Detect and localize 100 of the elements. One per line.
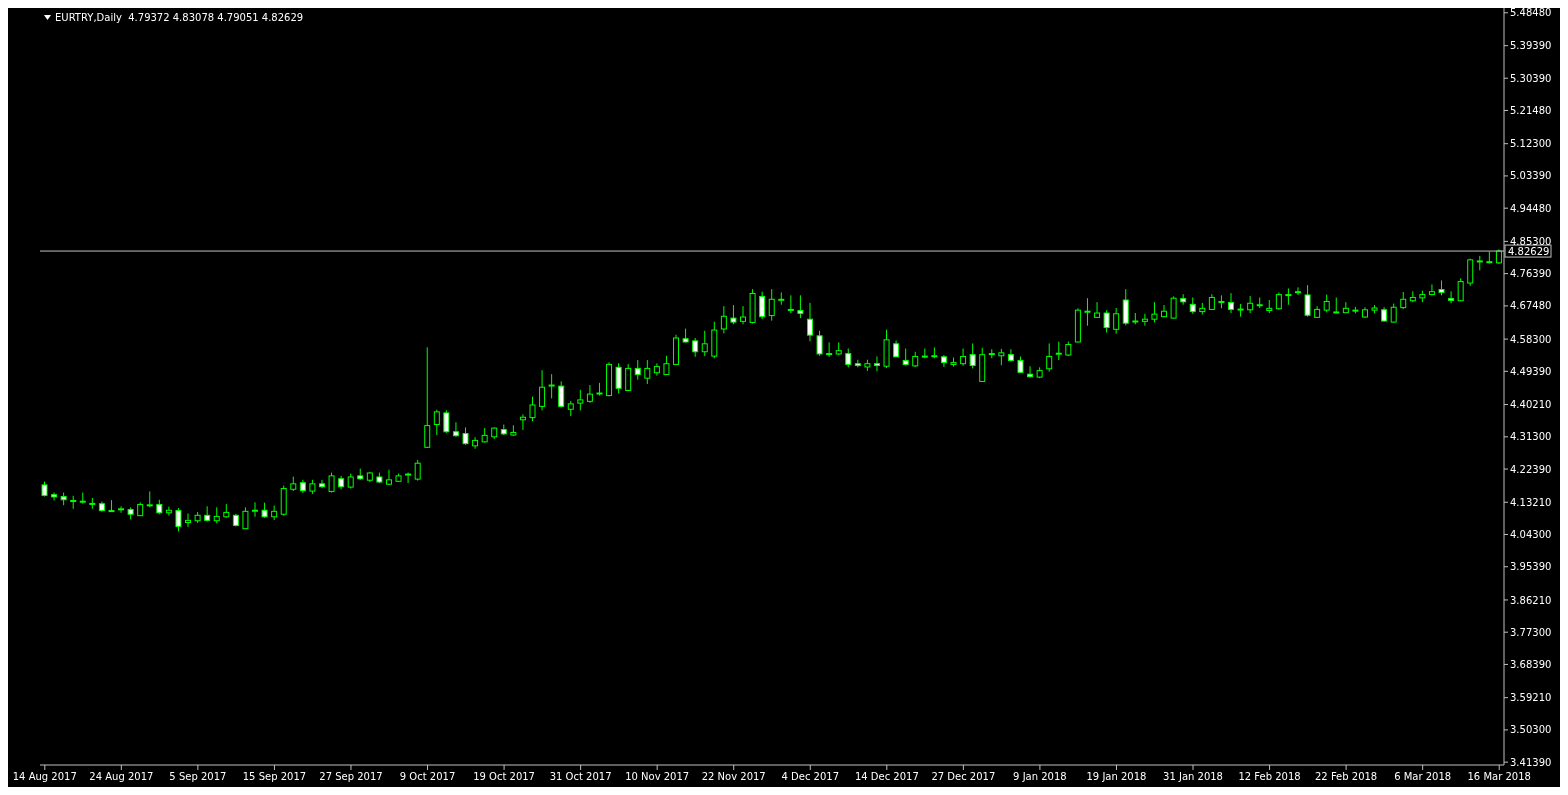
- candlestick: [318, 479, 325, 489]
- candlestick: [1094, 301, 1101, 319]
- candlestick: [615, 362, 622, 394]
- y-tick-label: 4.13210: [1510, 496, 1552, 508]
- candlestick: [1448, 290, 1455, 304]
- candlestick: [1161, 304, 1168, 318]
- candlestick: [328, 472, 335, 494]
- x-tick-label: 5 Sep 2017: [169, 771, 227, 782]
- candlestick: [720, 305, 727, 334]
- y-tick-label: 3.50300: [1510, 724, 1552, 736]
- candlestick: [740, 305, 747, 325]
- candlestick: [242, 506, 249, 530]
- y-tick-label: 4.76390: [1510, 268, 1552, 280]
- x-tick-label: 27 Dec 2017: [931, 771, 996, 782]
- candlestick: [778, 291, 785, 306]
- candlestick: [653, 362, 660, 377]
- y-tick-label: 3.86210: [1510, 594, 1552, 606]
- y-tick-label: 4.22390: [1510, 463, 1552, 475]
- y-tick-label: 4.58300: [1510, 333, 1552, 345]
- candlestick: [529, 396, 536, 422]
- candlestick: [1122, 288, 1129, 326]
- y-tick-label: 4.04300: [1510, 529, 1552, 541]
- y-tick-label: 3.95390: [1510, 561, 1552, 573]
- candlestick: [452, 421, 459, 438]
- candlestick: [539, 369, 546, 411]
- candlestick: [1285, 287, 1292, 306]
- candlestick: [1113, 307, 1120, 335]
- candlestick: [577, 389, 584, 411]
- x-tick-label: 22 Feb 2018: [1314, 771, 1378, 782]
- candlestick: [405, 472, 412, 484]
- candlestick: [806, 302, 813, 342]
- x-tick-label: 15 Sep 2017: [242, 771, 307, 782]
- candlestick: [548, 373, 555, 399]
- y-tick-label: 5.12300: [1510, 138, 1552, 150]
- y-tick-label: 4.49390: [1510, 365, 1552, 377]
- candlestick: [873, 355, 880, 372]
- candlestick: [1103, 309, 1110, 334]
- y-tick-label: 4.31300: [1510, 431, 1552, 443]
- candlestick: [1428, 283, 1435, 296]
- chart-title: EURTRY,Daily 4.79372 4.83078 4.79051 4.82629: [55, 12, 304, 23]
- y-tick-label: 5.03390: [1510, 170, 1552, 182]
- candlestick: [625, 363, 632, 391]
- candlestick: [816, 330, 823, 357]
- y-tick-label: 3.77300: [1510, 626, 1552, 638]
- x-tick-label: 31 Oct 2017: [549, 771, 612, 782]
- y-tick-label: 4.67480: [1510, 300, 1552, 312]
- y-tick-label: 3.59210: [1510, 692, 1552, 704]
- y-tick-label: 4.94480: [1510, 202, 1552, 214]
- y-tick-label: 5.48480: [1510, 7, 1552, 19]
- x-tick-label: 14 Dec 2017: [854, 771, 919, 782]
- candlestick: [443, 409, 450, 434]
- x-tick-label: 10 Nov 2017: [625, 771, 690, 782]
- candlestick: [1046, 342, 1053, 373]
- candlestick: [1027, 365, 1034, 378]
- candlestick: [797, 294, 804, 319]
- ref-line-label: 4.82629: [1508, 246, 1550, 258]
- candlestick: [1055, 341, 1062, 361]
- y-tick-label: 5.39390: [1510, 40, 1552, 52]
- candlestick: [634, 359, 641, 381]
- x-tick-label: 14 Aug 2017: [12, 771, 77, 782]
- y-tick-label: 4.85300: [1510, 235, 1552, 247]
- candlestick: [185, 513, 192, 528]
- candlestick: [663, 355, 670, 376]
- candlestick: [787, 294, 794, 314]
- x-tick-label: 12 Feb 2018: [1238, 771, 1301, 782]
- candlestick: [586, 384, 593, 404]
- x-tick-label: 22 Nov 2017: [701, 771, 766, 782]
- candlestick: [768, 288, 775, 322]
- candlestick: [414, 459, 421, 482]
- candlestick: [1247, 295, 1254, 314]
- candlestick: [1304, 284, 1311, 318]
- y-tick-label: 3.41390: [1510, 756, 1552, 768]
- candlestick: [1084, 297, 1091, 327]
- y-tick-label: 5.21480: [1510, 105, 1552, 117]
- candlestick: [969, 342, 976, 369]
- candlestick: [1007, 348, 1014, 363]
- candlestick: [1256, 296, 1263, 309]
- candlestick: [1467, 258, 1474, 287]
- candlestick: [433, 409, 440, 436]
- x-tick-label: 4 Dec 2017: [781, 771, 840, 782]
- candlestick: [845, 348, 852, 368]
- candlestick: [118, 505, 125, 514]
- candlestick: [826, 341, 833, 358]
- candlestick: [960, 348, 967, 367]
- candlestick: [644, 359, 651, 385]
- x-tick-label: 27 Sep 2017: [319, 771, 383, 782]
- candlestick: [252, 501, 259, 518]
- y-tick-label: 3.68390: [1510, 658, 1552, 670]
- candlestick: [519, 413, 526, 431]
- candlestick: [692, 337, 699, 358]
- x-tick-label: 31 Jan 2018: [1163, 771, 1223, 782]
- candlestick: [1294, 286, 1301, 296]
- candlestick: [472, 436, 479, 450]
- candlestick: [1170, 295, 1177, 319]
- x-tick-label: 16 Mar 2018: [1467, 771, 1531, 782]
- candlestick: [165, 506, 172, 517]
- candlestick: [558, 380, 565, 408]
- candlestick: [1141, 313, 1148, 327]
- candlestick: [271, 505, 278, 521]
- candlestick: [175, 507, 182, 533]
